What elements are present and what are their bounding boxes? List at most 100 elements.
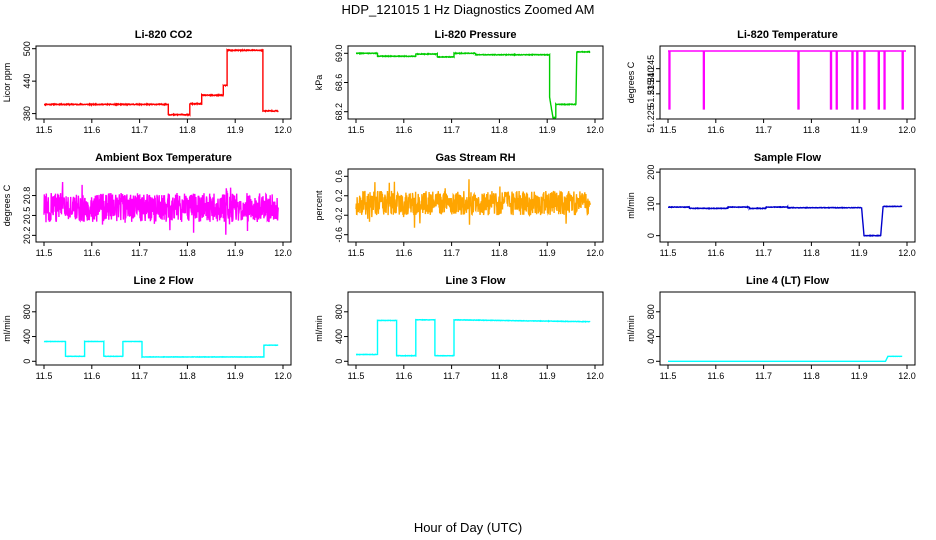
y-tick-label: 68.6 bbox=[334, 74, 344, 92]
x-tick-label: 11.9 bbox=[539, 371, 556, 381]
x-tick-label: 12.0 bbox=[274, 125, 292, 135]
x-tick-label: 12.0 bbox=[586, 371, 604, 381]
series-line bbox=[43, 340, 279, 359]
x-tick-label: 11.8 bbox=[491, 125, 508, 135]
series-line bbox=[355, 50, 591, 119]
y-tick-label: 100 bbox=[646, 196, 656, 211]
x-tick-label: 11.5 bbox=[660, 125, 677, 135]
x-tick-label: 11.8 bbox=[803, 125, 820, 135]
x-tick-label: 12.0 bbox=[898, 248, 916, 258]
x-tick-label: 11.6 bbox=[83, 371, 100, 381]
x-tick-label: 11.6 bbox=[395, 125, 412, 135]
y-tick-label: 0.2 bbox=[334, 190, 344, 203]
x-tick-label: 11.6 bbox=[83, 125, 100, 135]
x-tick-label: 11.7 bbox=[755, 125, 772, 135]
chart-panel: Line 3 Flow ml/min 11.5 11.6 11.7 11.8 11.9 12.… bbox=[314, 275, 604, 381]
x-tick-label: 11.6 bbox=[707, 371, 724, 381]
y-tick-label: 500 bbox=[22, 41, 32, 56]
x-tick-label: 11.8 bbox=[803, 371, 820, 381]
chart-panel: Line 4 (LT) Flow ml/min 11.5 11.6 11.7 11.8 11… bbox=[626, 275, 916, 381]
y-tick-label: 0 bbox=[646, 359, 656, 364]
x-tick-label: 11.9 bbox=[851, 248, 868, 258]
y-tick-label: 400 bbox=[646, 329, 656, 344]
x-tick-label: 11.7 bbox=[443, 371, 460, 381]
x-tick-label: 11.8 bbox=[179, 248, 196, 258]
chart-panel: Sample Flow ml/min 11.5 11.6 11.7 11.8 11.9 12.… bbox=[626, 152, 916, 258]
y-tick-label: -0.2 bbox=[334, 207, 344, 223]
x-tick-label: 11.6 bbox=[395, 371, 412, 381]
plot-frame bbox=[35, 168, 292, 243]
x-tick-label: 11.7 bbox=[755, 248, 772, 258]
x-tick-label: 11.9 bbox=[851, 371, 868, 381]
figure-title: HDP_121015 1 Hz Diagnostics Zoomed AM bbox=[342, 2, 595, 17]
x-tick-label: 11.8 bbox=[491, 248, 508, 258]
x-tick-label: 11.6 bbox=[707, 125, 724, 135]
x-tick-label: 11.5 bbox=[660, 248, 677, 258]
y-axis-label: ml/min bbox=[314, 315, 324, 342]
chart-panel: Line 2 Flow ml/min 11.5 11.6 11.7 11.8 11.9 12.… bbox=[2, 275, 292, 381]
x-tick-label: 11.9 bbox=[227, 248, 244, 258]
y-axis-label: ml/min bbox=[626, 315, 636, 342]
x-tick-label: 12.0 bbox=[274, 371, 292, 381]
y-axis-label: degrees C bbox=[2, 184, 12, 226]
panel-title: Li-820 CO2 bbox=[135, 29, 192, 41]
panel-title: Sample Flow bbox=[754, 152, 822, 164]
x-tick-label: 11.5 bbox=[36, 371, 53, 381]
plot-frame bbox=[35, 45, 292, 120]
y-tick-label: 800 bbox=[22, 304, 32, 319]
y-tick-label: 0 bbox=[22, 359, 32, 364]
y-tick-label: 69.0 bbox=[334, 45, 344, 63]
panel-title: Line 4 (LT) Flow bbox=[746, 275, 829, 287]
y-tick-label: 800 bbox=[334, 304, 344, 319]
x-tick-label: 11.9 bbox=[539, 248, 556, 258]
y-axis-label: degrees C bbox=[626, 61, 636, 103]
panel-title: Gas Stream RH bbox=[435, 152, 515, 164]
chart-panel: Ambient Box Temperature degrees C 11.5 11.6… bbox=[2, 152, 292, 258]
x-tick-label: 11.5 bbox=[348, 248, 365, 258]
x-tick-label: 11.8 bbox=[491, 371, 508, 381]
figure-x-axis-label: Hour of Day (UTC) bbox=[414, 520, 522, 535]
x-tick-label: 11.6 bbox=[83, 248, 100, 258]
plot-frame bbox=[347, 168, 604, 243]
plot-frame bbox=[659, 45, 916, 120]
x-tick-label: 11.7 bbox=[131, 371, 148, 381]
series-line bbox=[355, 179, 591, 228]
y-axis-label: Licor ppm bbox=[2, 63, 12, 103]
x-tick-label: 11.9 bbox=[227, 125, 244, 135]
series-line bbox=[43, 181, 279, 235]
y-tick-label: 51.240 bbox=[646, 67, 656, 95]
x-tick-label: 11.6 bbox=[707, 248, 724, 258]
chart-panel: Li-820 CO2 Licor ppm 11.5 11.6 11.7 11.8 11.9 1… bbox=[2, 29, 292, 135]
panel-title: Li-820 Pressure bbox=[435, 29, 517, 41]
y-tick-label: 68.2 bbox=[334, 103, 344, 121]
plot-frame bbox=[659, 168, 916, 243]
x-tick-label: 11.7 bbox=[443, 248, 460, 258]
x-tick-label: 11.7 bbox=[443, 125, 460, 135]
chart-panel: Li-820 Pressure kPa 11.5 11.6 11.7 11.8 11.9 12… bbox=[314, 29, 604, 135]
x-tick-label: 11.8 bbox=[179, 371, 196, 381]
y-tick-label: 200 bbox=[646, 165, 656, 180]
y-axis-label: percent bbox=[314, 190, 324, 221]
x-tick-label: 11.5 bbox=[660, 371, 677, 381]
x-tick-label: 11.8 bbox=[179, 125, 196, 135]
y-tick-label: 440 bbox=[22, 74, 32, 89]
x-tick-label: 11.7 bbox=[755, 371, 772, 381]
panel-title: Ambient Box Temperature bbox=[95, 152, 232, 164]
y-tick-label: 400 bbox=[334, 329, 344, 344]
y-tick-label: 0 bbox=[334, 359, 344, 364]
plot-frame bbox=[347, 291, 604, 366]
y-tick-label: 800 bbox=[646, 304, 656, 319]
y-tick-label: 0.6 bbox=[334, 170, 344, 183]
y-tick-label: 20.2 bbox=[22, 227, 32, 245]
y-tick-label: 51.245 bbox=[646, 55, 656, 83]
series-line bbox=[44, 48, 279, 117]
x-tick-label: 11.5 bbox=[348, 125, 365, 135]
x-tick-label: 11.9 bbox=[227, 371, 244, 381]
series-line bbox=[668, 50, 906, 110]
y-tick-label: -0.6 bbox=[334, 227, 344, 243]
y-tick-label: 380 bbox=[22, 106, 32, 121]
x-tick-label: 12.0 bbox=[898, 125, 916, 135]
panel-grid: Li-820 CO2 Licor ppm 11.5 11.6 11.7 11.8 11.9 1… bbox=[2, 29, 916, 381]
x-tick-label: 11.5 bbox=[348, 371, 365, 381]
